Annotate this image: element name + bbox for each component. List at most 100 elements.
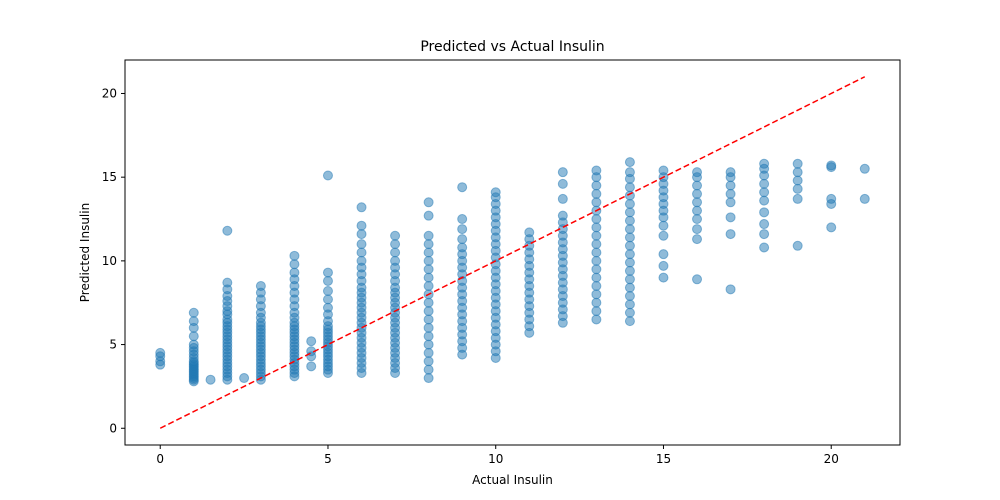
data-point <box>826 160 837 171</box>
data-point <box>423 210 434 221</box>
y-tick-label: 15 <box>102 170 117 184</box>
data-point <box>322 170 333 181</box>
data-point <box>624 291 635 302</box>
data-point <box>289 259 300 270</box>
data-point <box>624 265 635 276</box>
reference-line <box>159 76 866 429</box>
data-point <box>624 224 635 235</box>
data-point <box>557 167 568 178</box>
data-point <box>423 255 434 266</box>
data-point <box>624 207 635 218</box>
data-point <box>423 331 434 342</box>
data-point <box>591 289 602 300</box>
data-point <box>524 227 535 238</box>
data-point <box>322 302 333 313</box>
data-point <box>423 280 434 291</box>
points-layer <box>155 157 870 387</box>
data-point <box>322 275 333 286</box>
data-point <box>222 277 233 288</box>
y-tick-label: 10 <box>102 254 117 268</box>
data-point <box>356 239 367 250</box>
data-point <box>826 193 837 204</box>
x-tick-label: 10 <box>488 452 503 466</box>
data-point <box>591 247 602 258</box>
data-point <box>591 197 602 208</box>
data-point <box>624 167 635 178</box>
data-point <box>423 356 434 367</box>
data-point <box>188 331 199 342</box>
data-point <box>591 280 602 291</box>
data-point <box>557 193 568 204</box>
data-point <box>423 322 434 333</box>
data-point <box>725 167 736 178</box>
data-point <box>423 314 434 325</box>
x-axis-label: Actual Insulin <box>472 473 553 487</box>
data-point <box>859 163 870 174</box>
data-point <box>591 214 602 225</box>
data-point <box>725 229 736 240</box>
data-point <box>692 274 703 285</box>
y-tick-label: 5 <box>109 338 117 352</box>
data-point <box>423 339 434 350</box>
data-point <box>188 339 199 350</box>
data-point <box>624 307 635 318</box>
data-point <box>423 297 434 308</box>
x-tick-label: 0 <box>156 452 164 466</box>
data-point <box>591 165 602 176</box>
data-point <box>423 197 434 208</box>
data-point <box>792 193 803 204</box>
data-point <box>289 250 300 261</box>
data-point <box>306 336 317 347</box>
data-point <box>591 306 602 317</box>
data-point <box>239 373 250 384</box>
data-point <box>591 222 602 233</box>
data-point <box>792 175 803 186</box>
data-point <box>759 158 770 169</box>
data-point <box>792 167 803 178</box>
data-point <box>423 230 434 241</box>
data-point <box>390 255 401 266</box>
data-point <box>591 255 602 266</box>
data-point <box>591 239 602 250</box>
y-tick-label: 20 <box>102 86 117 100</box>
data-point <box>624 198 635 209</box>
data-point <box>423 272 434 283</box>
data-point <box>390 230 401 241</box>
x-tick-label: 5 <box>324 452 332 466</box>
data-point <box>658 249 669 260</box>
data-point <box>692 197 703 208</box>
data-point <box>725 188 736 199</box>
data-point <box>826 222 837 233</box>
data-point <box>624 316 635 327</box>
y-tick-label: 0 <box>109 421 117 435</box>
data-point <box>423 347 434 358</box>
data-point <box>591 314 602 325</box>
data-point <box>457 224 468 235</box>
data-point <box>624 182 635 193</box>
data-point <box>725 180 736 191</box>
data-point <box>423 264 434 275</box>
data-point <box>222 225 233 236</box>
data-point <box>557 210 568 221</box>
data-point <box>725 212 736 223</box>
data-point <box>205 374 216 385</box>
data-point <box>658 272 669 283</box>
data-point <box>725 284 736 295</box>
x-axis-ticks: 0 5 10 15 20 <box>156 445 839 466</box>
data-point <box>692 224 703 235</box>
y-axis-ticks: 0 5 10 15 20 <box>102 86 125 435</box>
data-point <box>557 178 568 189</box>
data-point <box>356 229 367 240</box>
data-point <box>423 247 434 258</box>
data-point <box>624 282 635 293</box>
data-point <box>423 364 434 375</box>
data-point <box>624 240 635 251</box>
data-point <box>692 214 703 225</box>
data-point <box>859 193 870 204</box>
data-point <box>356 202 367 213</box>
data-point <box>423 306 434 317</box>
data-point <box>624 257 635 268</box>
data-point <box>457 242 468 253</box>
y-axis-label: Predicted Insulin <box>78 203 92 302</box>
